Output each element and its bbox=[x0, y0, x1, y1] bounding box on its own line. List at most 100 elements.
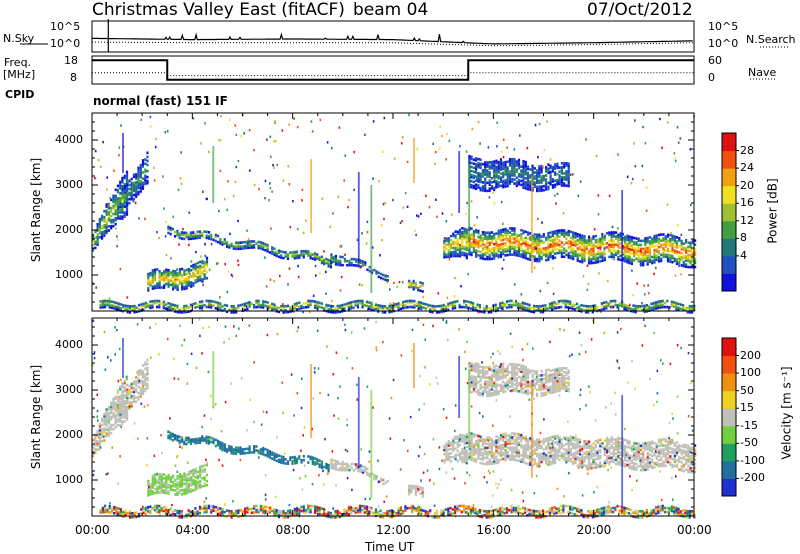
power-colorbar-tick-label-5: 8 bbox=[740, 231, 747, 245]
velocity-echo-band-6 bbox=[443, 433, 468, 465]
velocity-ytick-label-0: 4000 bbox=[55, 338, 83, 351]
x-tick-label-0: 00:00 bbox=[75, 523, 110, 537]
freq-label: Freq. bbox=[4, 56, 32, 69]
velocity-streak-6 bbox=[458, 356, 461, 418]
freq-unit-label: [MHz] bbox=[3, 68, 36, 81]
power-streak-6 bbox=[458, 151, 461, 213]
power-colorbar-tick-label-2: 20 bbox=[740, 178, 754, 192]
power-streak-7 bbox=[468, 164, 471, 243]
velocity-echo-band-9 bbox=[99, 504, 696, 519]
velocity-colorbar-tick-label-4: -15 bbox=[740, 418, 758, 432]
power-colorbar-segment-7 bbox=[722, 150, 736, 169]
axes-frames bbox=[20, 20, 790, 517]
velocity-colorbar-tick-label-7: -200 bbox=[740, 471, 765, 485]
noise-panel bbox=[92, 19, 695, 52]
freq-series-line bbox=[92, 59, 694, 81]
velocity-scatter bbox=[92, 318, 694, 519]
x-tick-label-2: 08:00 bbox=[275, 523, 311, 537]
velocity-colorbar-segment-0 bbox=[722, 478, 736, 497]
freq-left-tick-high: 18 bbox=[64, 54, 78, 67]
power-streak-0 bbox=[122, 133, 124, 173]
velocity-ytick-label-3: 1000 bbox=[55, 473, 83, 486]
power-colorbar-segment-6 bbox=[722, 168, 736, 187]
power-colorbar-label: Power [dB] bbox=[765, 178, 780, 244]
velocity-streak-9 bbox=[621, 395, 624, 508]
power-colorbar-segment-4 bbox=[722, 203, 736, 222]
power-ytick-label-2: 2000 bbox=[55, 223, 83, 236]
power-colorbar-tick-label-4: 12 bbox=[740, 213, 754, 227]
power-colorbar-frame bbox=[721, 132, 737, 292]
nave-label: Nave bbox=[748, 66, 777, 79]
velocity-streak-3 bbox=[357, 377, 360, 468]
x-tick-label-1: 04:00 bbox=[175, 523, 210, 537]
velocity-colorbar-tick-label-2: 50 bbox=[740, 383, 754, 397]
power-echo-band-7 bbox=[468, 226, 697, 269]
power-ytick-label-1: 3000 bbox=[55, 178, 83, 191]
power-streak-8 bbox=[530, 177, 533, 273]
x-tick-label-5: 20:00 bbox=[576, 523, 612, 537]
power-streak-4 bbox=[370, 185, 373, 293]
velocity-streak-7 bbox=[468, 369, 471, 448]
velocity-streak-1 bbox=[212, 351, 215, 408]
cpid-label: CPID bbox=[5, 88, 35, 101]
velocity-colorbar-tick-label-3: 15 bbox=[740, 401, 754, 415]
power-colorbar-segment-0 bbox=[722, 273, 736, 292]
noise-frame bbox=[91, 20, 695, 53]
nave-series-line bbox=[92, 72, 694, 77]
freq-left-tick-low: 8 bbox=[70, 71, 77, 84]
noise-right-tick-low: 10^0 bbox=[708, 37, 739, 50]
velocity-colorbar-tick-label-1: 100 bbox=[740, 366, 761, 380]
power-colorbar-tick-label-3: 16 bbox=[740, 196, 754, 210]
power-colorbar-segment-1 bbox=[722, 255, 736, 274]
freq-frame bbox=[91, 55, 695, 85]
power-colorbar-segment-5 bbox=[722, 185, 736, 204]
noise-right-tick-high: 10^5 bbox=[708, 20, 739, 33]
x-tick-label-4: 16:00 bbox=[476, 523, 511, 537]
velocity-ytick-label-2: 2000 bbox=[55, 428, 83, 441]
noise-left-tick-low: 10^0 bbox=[50, 37, 81, 50]
beam-label: beam 04 bbox=[353, 0, 429, 20]
velocity-echo-band-5 bbox=[408, 484, 424, 498]
velocity-streak-2 bbox=[310, 364, 313, 438]
power-colorbar-tick-label-1: 24 bbox=[740, 161, 754, 175]
mode-label: normal (fast) 151 IF bbox=[93, 94, 228, 108]
power-echo-band-8 bbox=[468, 154, 570, 193]
velocity-colorbar-tick-label-6: -100 bbox=[740, 453, 765, 467]
power-streak-3 bbox=[357, 172, 360, 263]
date-label: 07/Oct/2012 bbox=[587, 0, 693, 20]
velocity-colorbar-label: Velocity [m s⁻¹] bbox=[779, 366, 794, 460]
velocity-echo-band-2 bbox=[147, 461, 209, 497]
x-axis-label: Time UT bbox=[365, 540, 415, 554]
power-ytick-label-3: 1000 bbox=[55, 268, 83, 281]
velocity-colorbar-segment-4 bbox=[722, 408, 736, 427]
velocity-colorbar-segment-1 bbox=[722, 460, 736, 479]
power-ytick-label-0: 4000 bbox=[55, 133, 83, 146]
power-scatter bbox=[92, 113, 695, 314]
velocity-echo-band-7 bbox=[468, 431, 697, 474]
plot-title: Christmas Valley East (fitACF) bbox=[92, 0, 345, 20]
velocity-echo-band-8 bbox=[468, 362, 570, 398]
velocity-colorbar-segment-8 bbox=[722, 338, 736, 357]
velocity-colorbar-segment-3 bbox=[722, 425, 736, 444]
power-echo-band-9 bbox=[99, 299, 696, 314]
noise-left-tick-high: 10^5 bbox=[50, 20, 81, 33]
x-tick-label-3: 12:00 bbox=[376, 523, 411, 537]
frequency-panel bbox=[92, 59, 694, 81]
power-echo-band-5 bbox=[408, 279, 424, 293]
power-streak-5 bbox=[413, 138, 415, 183]
velocity-ytick-label-1: 3000 bbox=[55, 383, 83, 396]
velocity-streak-8 bbox=[530, 382, 533, 478]
velocity-colorbar-segment-2 bbox=[722, 443, 736, 462]
power-ylabel: Slant Range [km] bbox=[29, 157, 44, 263]
freq-right-tick-high: 60 bbox=[708, 54, 722, 67]
power-streak-1 bbox=[212, 146, 215, 203]
velocity-colorbar-tick-label-0: 200 bbox=[740, 348, 761, 362]
velocity-streak-5 bbox=[413, 343, 415, 388]
power-colorbar-tick-label-0: 28 bbox=[740, 143, 754, 157]
velocity-panel bbox=[92, 318, 697, 519]
nsky-label: N.Sky bbox=[3, 32, 35, 45]
power-streak-9 bbox=[621, 190, 624, 303]
power-echo-band-4 bbox=[330, 253, 389, 282]
velocity-ylabel: Slant Range [km] bbox=[29, 364, 44, 470]
